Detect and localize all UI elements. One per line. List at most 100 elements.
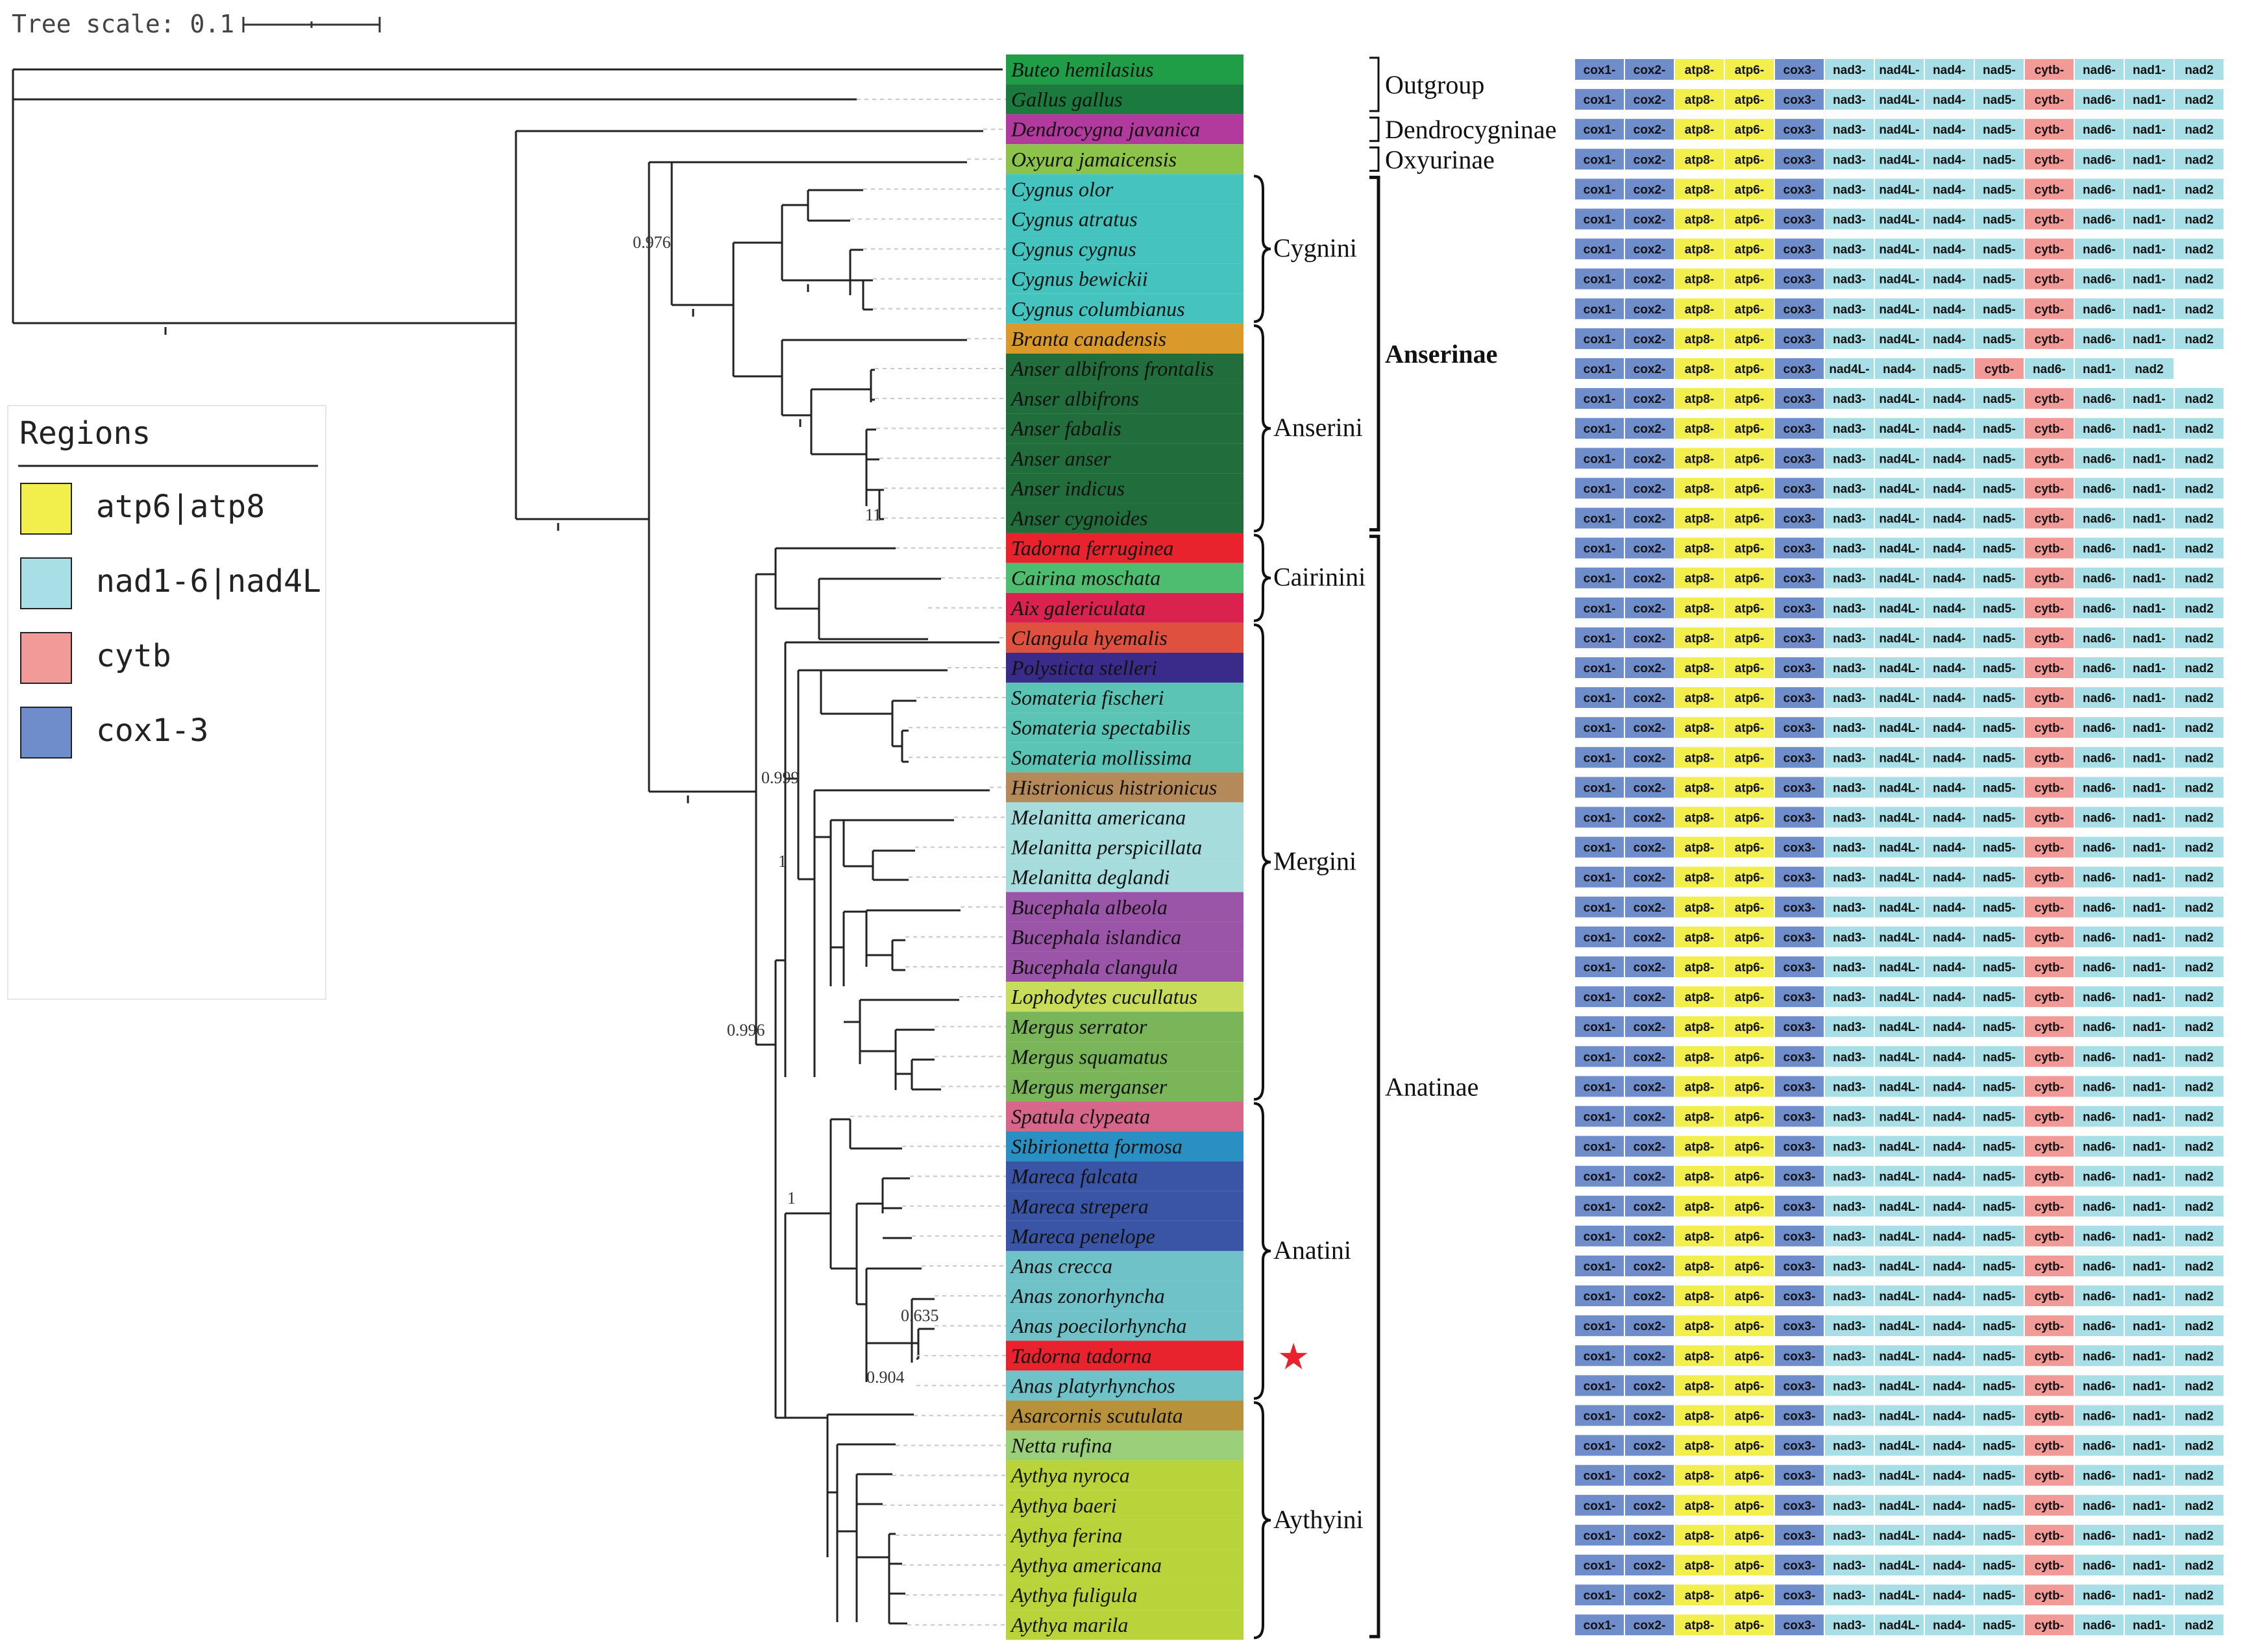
gene-segment xyxy=(1875,1256,1924,1276)
gene-segment xyxy=(1875,1614,1924,1636)
gene-segment xyxy=(1575,59,1624,80)
species-color-block xyxy=(1006,862,1243,892)
gene-segment xyxy=(1775,59,1824,80)
gene-label: cox3- xyxy=(1783,542,1816,556)
gene-segment xyxy=(1675,1046,1724,1067)
gene-segment xyxy=(2175,1524,2223,1546)
gene-segment xyxy=(1825,1524,1874,1546)
gene-segment xyxy=(2125,1225,2174,1246)
gene-label: atp6- xyxy=(1735,1440,1764,1453)
gene-segment xyxy=(1625,1195,1674,1217)
gene-label: cytb- xyxy=(2035,572,2064,586)
gene-segment xyxy=(1625,1435,1674,1456)
gene-label: nad3- xyxy=(1833,961,1866,975)
gene-segment xyxy=(1875,1464,1924,1486)
gene-label: nad5- xyxy=(1983,602,2016,616)
gene-label: nad2 xyxy=(2185,1410,2213,1424)
gene-label: nad4- xyxy=(1933,64,1966,77)
group-bracket xyxy=(1369,116,1380,142)
gene-segment xyxy=(1875,119,1924,140)
gene-label: nad6- xyxy=(2083,513,2116,526)
gene-label: nad5- xyxy=(1983,482,2016,496)
gene-segment xyxy=(2025,478,2074,499)
gene-segment xyxy=(1925,208,1974,230)
gene-segment xyxy=(1625,1585,1674,1606)
species-label: Cygnus olor xyxy=(1011,177,1114,200)
tribe-brace xyxy=(1253,533,1271,622)
gene-label: nad5- xyxy=(1983,781,2016,795)
group-bracket xyxy=(1369,56,1380,112)
gene-label: nad3- xyxy=(1833,1440,1866,1453)
gene-label: nad3- xyxy=(1833,1500,1866,1513)
gene-label: atp8- xyxy=(1685,303,1714,317)
gene-segment xyxy=(1875,238,1924,260)
gene-label: cox3- xyxy=(1783,183,1816,197)
gene-label: nad6- xyxy=(2083,183,2116,197)
gene-label: cytb- xyxy=(2035,1320,2064,1333)
gene-segment xyxy=(1625,627,1674,648)
gene-label: nad1- xyxy=(2133,692,2166,705)
gene-segment xyxy=(1875,986,1924,1008)
gene-label: cox1- xyxy=(1584,123,1616,137)
gene-segment xyxy=(1825,418,1874,439)
gene-label: nad4- xyxy=(1933,1589,1966,1603)
gene-label: cox1- xyxy=(1584,213,1616,227)
gene-label: nad2 xyxy=(2185,781,2213,795)
gene-segment xyxy=(2075,1614,2124,1636)
gene-segment xyxy=(2075,1585,2124,1606)
gene-label: cox1- xyxy=(1584,303,1616,317)
gene-segment xyxy=(1875,178,1924,200)
gene-segment xyxy=(1575,1165,1624,1187)
gene-label: atp6- xyxy=(1735,1500,1764,1513)
gene-label: nad3- xyxy=(1833,842,1866,855)
gene-label: nad1- xyxy=(2133,1080,2166,1094)
gene-label: cox2- xyxy=(1634,482,1666,496)
gene-segment xyxy=(1975,597,2024,618)
gene-label: nad4L- xyxy=(1879,1589,1919,1603)
gene-label: cox2- xyxy=(1634,422,1666,436)
gene-label: cox3- xyxy=(1783,1559,1816,1573)
gene-segment xyxy=(2125,418,2174,439)
species-color-block xyxy=(1006,1610,1243,1640)
gene-label: nad4- xyxy=(1933,1141,1966,1154)
gene-segment xyxy=(2025,1016,2074,1038)
gene-segment xyxy=(1925,687,1974,709)
gene-segment xyxy=(2175,268,2223,289)
gene-label: atp8- xyxy=(1685,1470,1714,1483)
gene-label: nad5- xyxy=(1983,1589,2016,1603)
gene-label: nad4L- xyxy=(1879,303,1919,317)
gene-segment xyxy=(1875,777,1924,798)
gene-segment xyxy=(1875,448,1924,469)
gene-label: cox2- xyxy=(1634,1051,1666,1064)
gene-segment xyxy=(1925,1106,1974,1127)
gene-segment xyxy=(1925,238,1974,260)
gene-label: cytb- xyxy=(2035,931,2064,945)
gene-label: cox1- xyxy=(1584,153,1616,167)
gene-label: nad1- xyxy=(2133,422,2166,436)
gene-segment xyxy=(1925,478,1974,499)
species-color-block xyxy=(1006,1460,1243,1490)
gene-label: nad3- xyxy=(1833,1260,1866,1274)
gene-label: nad2 xyxy=(2185,1200,2213,1214)
gene-label: nad5- xyxy=(1983,1080,2016,1094)
gene-label: cytb- xyxy=(1985,363,2014,376)
gene-segment xyxy=(1575,238,1624,260)
gene-label: cox1- xyxy=(1584,422,1616,436)
gene-label: nad2 xyxy=(2185,751,2213,765)
gene-label: cox1- xyxy=(1584,542,1616,556)
gene-label: cox3- xyxy=(1783,1320,1816,1333)
gene-label: nad2 xyxy=(2185,273,2213,287)
gene-label: atp6- xyxy=(1735,572,1764,586)
gene-label: cox3- xyxy=(1783,1440,1816,1453)
gene-segment xyxy=(1925,896,1974,917)
gene-segment xyxy=(1975,567,2024,589)
gene-label: nad4- xyxy=(1933,1051,1966,1064)
gene-label: nad6- xyxy=(2083,662,2116,675)
gene-label: nad4- xyxy=(1933,1080,1966,1094)
support-value: 1 xyxy=(778,852,787,871)
gene-segment xyxy=(2125,149,2174,170)
gene-label: nad3- xyxy=(1833,1051,1866,1064)
gene-segment xyxy=(2125,1256,2174,1276)
gene-label: cytb- xyxy=(2035,1260,2064,1274)
gene-label: nad3- xyxy=(1833,1171,1866,1184)
